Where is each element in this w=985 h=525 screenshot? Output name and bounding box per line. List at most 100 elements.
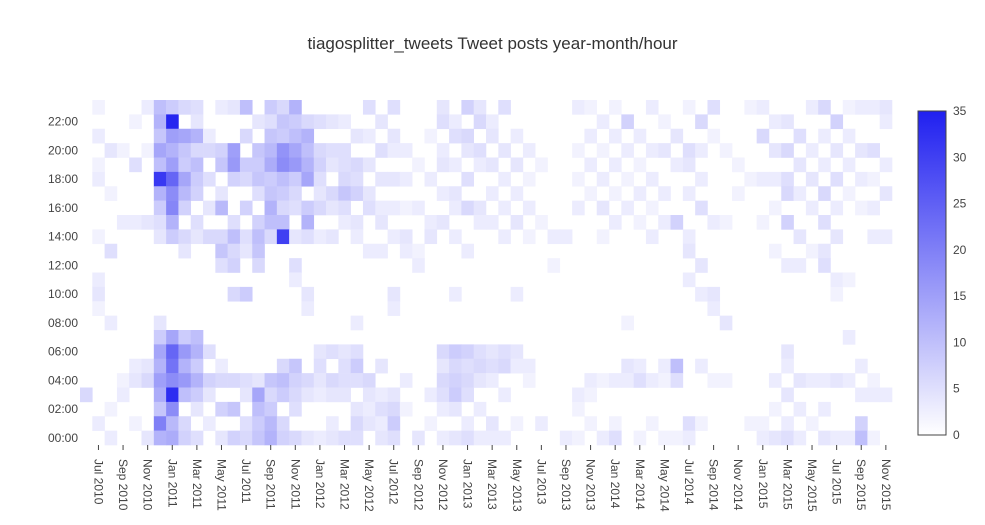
heatmap-cell bbox=[461, 358, 474, 374]
heatmap-cell bbox=[498, 344, 511, 360]
heatmap-cell bbox=[768, 143, 782, 158]
heatmap-cell bbox=[793, 401, 807, 417]
heatmap-cell bbox=[166, 430, 179, 446]
heatmap-cell bbox=[707, 301, 721, 316]
heatmap-cell bbox=[252, 258, 265, 273]
heatmap-cell bbox=[399, 229, 413, 245]
heatmap-cell bbox=[399, 143, 413, 158]
heatmap-cell bbox=[756, 128, 770, 144]
colorbar-tick-label: 5 bbox=[953, 382, 960, 396]
heatmap-cell bbox=[768, 243, 782, 259]
heatmap-cell bbox=[584, 387, 598, 403]
heatmap-cell bbox=[461, 100, 474, 115]
x-tick-label: Jul 2015 bbox=[830, 459, 844, 505]
heatmap-cell bbox=[153, 315, 167, 331]
heatmap-cell bbox=[276, 387, 290, 403]
heatmap-cell bbox=[104, 401, 118, 417]
heatmap-cell bbox=[92, 157, 105, 173]
heatmap-cell bbox=[215, 229, 228, 245]
heatmap-cell bbox=[153, 143, 167, 158]
heatmap-cell bbox=[289, 430, 302, 446]
heatmap-cell bbox=[510, 215, 524, 230]
heatmap-cell bbox=[313, 387, 327, 403]
heatmap-cell bbox=[707, 373, 721, 388]
heatmap-cell bbox=[252, 114, 265, 130]
y-tick-label: 18:00 bbox=[48, 172, 78, 186]
heatmap-cell bbox=[399, 243, 413, 259]
heatmap-cell bbox=[313, 358, 327, 374]
heatmap-cell bbox=[227, 229, 241, 245]
heatmap-cell bbox=[141, 373, 155, 388]
heatmap-cell bbox=[486, 157, 499, 173]
heatmap-cell bbox=[645, 373, 659, 388]
heatmap-cell bbox=[596, 430, 610, 446]
heatmap-cell bbox=[264, 416, 278, 431]
heatmap-cell bbox=[547, 258, 561, 273]
heatmap-cell bbox=[867, 387, 880, 403]
heatmap-cell bbox=[375, 416, 388, 431]
heatmap-cell bbox=[350, 229, 364, 245]
heatmap-cell bbox=[289, 373, 302, 388]
heatmap-cell bbox=[855, 430, 868, 446]
heatmap-cell bbox=[535, 416, 548, 431]
heatmap-cell bbox=[153, 416, 167, 431]
heatmap-cell bbox=[609, 128, 622, 144]
heatmap-cell bbox=[867, 171, 880, 187]
heatmap-cell bbox=[190, 430, 204, 446]
heatmap-cell bbox=[264, 157, 278, 173]
heatmap-cell bbox=[362, 128, 376, 144]
x-tick-label: Jul 2012 bbox=[387, 459, 401, 505]
heatmap-cell bbox=[350, 416, 364, 431]
heatmap-cell bbox=[781, 215, 794, 230]
heatmap-cell bbox=[313, 200, 327, 216]
heatmap-cell bbox=[153, 430, 167, 446]
heatmap-cell bbox=[461, 128, 474, 144]
heatmap-cell bbox=[842, 157, 856, 173]
heatmap-cell bbox=[227, 430, 241, 446]
heatmap-cell bbox=[178, 186, 192, 201]
heatmap-cell bbox=[818, 401, 831, 417]
heatmap-cell bbox=[104, 315, 118, 331]
heatmap-cell bbox=[326, 430, 339, 446]
heatmap-cell bbox=[338, 387, 351, 403]
heatmap-cell bbox=[362, 186, 376, 201]
heatmap-cell bbox=[276, 416, 290, 431]
heatmap-cell bbox=[313, 430, 327, 446]
heatmap-cell bbox=[190, 358, 204, 374]
heatmap-cell bbox=[584, 373, 598, 388]
heatmap-cell bbox=[707, 128, 721, 144]
heatmap-cell bbox=[768, 114, 782, 130]
heatmap-cell bbox=[313, 114, 327, 130]
x-tick-label: May 2012 bbox=[362, 459, 376, 512]
heatmap-cell bbox=[621, 114, 634, 130]
heatmap-cell bbox=[166, 100, 179, 115]
heatmap-cell bbox=[449, 344, 462, 360]
heatmap-cell bbox=[510, 186, 524, 201]
heatmap-cell bbox=[178, 243, 192, 259]
x-tick-label: Mar 2015 bbox=[780, 459, 794, 510]
heatmap-cell bbox=[264, 200, 278, 216]
heatmap-cell bbox=[362, 401, 376, 417]
heatmap-cell bbox=[830, 171, 844, 187]
heatmap-cell bbox=[387, 128, 401, 144]
y-tick-label: 10:00 bbox=[48, 287, 78, 301]
heatmap-cell bbox=[264, 373, 278, 388]
x-tick-label: Mar 2011 bbox=[190, 459, 204, 509]
heatmap-cell bbox=[818, 128, 831, 144]
chart-title: tiagosplitter_tweets Tweet posts year-mo… bbox=[307, 34, 678, 53]
heatmap-cell bbox=[670, 373, 684, 388]
x-tick-label: May 2014 bbox=[657, 459, 671, 512]
heatmap-cell bbox=[203, 200, 216, 216]
heatmap-cell bbox=[178, 143, 192, 158]
heatmap-cell bbox=[338, 186, 351, 201]
heatmap-cell bbox=[166, 416, 179, 431]
heatmap-cell bbox=[190, 157, 204, 173]
heatmap-cell bbox=[215, 200, 228, 216]
heatmap-cell bbox=[461, 387, 474, 403]
heatmap-cell bbox=[609, 373, 622, 388]
heatmap-cell bbox=[301, 215, 315, 230]
heatmap-cell bbox=[153, 128, 167, 144]
heatmap-cell bbox=[830, 373, 844, 388]
heatmap-cell bbox=[227, 373, 241, 388]
heatmap-cell bbox=[276, 128, 290, 144]
